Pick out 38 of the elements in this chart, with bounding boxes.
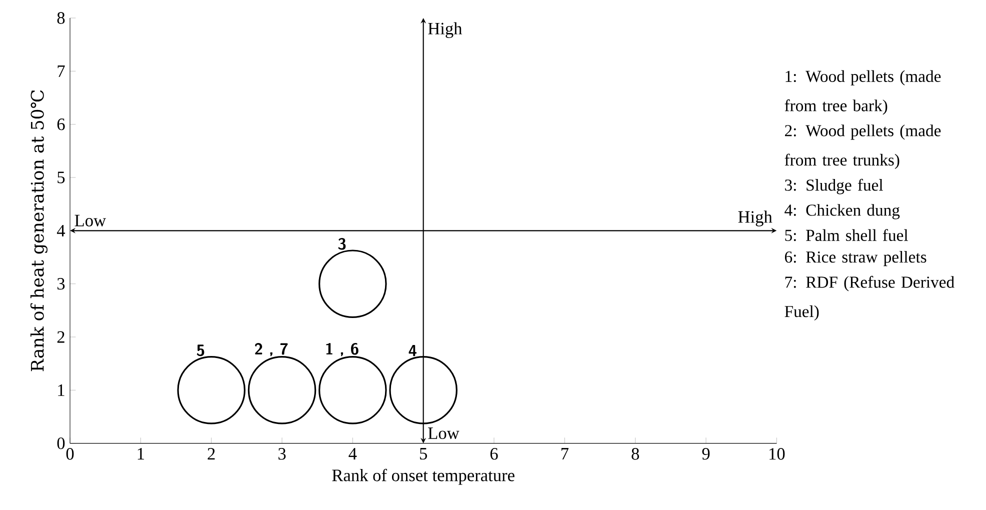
x-tick-label: 9 xyxy=(702,448,710,460)
annotation: 3 xyxy=(338,238,346,250)
x-tick-label: 6 xyxy=(490,448,498,460)
x-tick-label: 0 xyxy=(66,448,74,460)
x-tick-label: 7 xyxy=(561,448,569,460)
annotation: Low xyxy=(74,214,106,226)
y-tick-label: 3 xyxy=(57,278,65,290)
y-tick-label: 1 xyxy=(58,384,64,396)
annotation: 1 , 6 xyxy=(326,342,358,356)
x-tick-label: 1 xyxy=(138,448,144,460)
text: 1: Wood pellets (made from tree bark) xyxy=(784,70,941,115)
x-tick-label: 10 xyxy=(770,448,785,460)
x-tick-label: 4 xyxy=(348,448,357,460)
x-axis-title: Rank of onset temperature xyxy=(332,468,514,485)
annotation: 5 xyxy=(196,344,204,356)
y-tick-label: 7 xyxy=(58,65,65,77)
y-tick-label: 6 xyxy=(57,118,65,130)
text: 5: Palm shell fuel xyxy=(785,229,908,242)
y-tick-label: 4 xyxy=(56,224,66,236)
x-tick-label: 8 xyxy=(632,448,640,460)
y-tick-label: 8 xyxy=(57,12,65,24)
y-tick-label: 0 xyxy=(57,437,65,450)
y-axis-title: Rank of heat generation at 50℃ xyxy=(30,90,48,372)
annotation: 4 xyxy=(408,345,417,356)
x-tick-label: 2 xyxy=(208,448,215,460)
text: 4: Chicken dung xyxy=(784,204,900,220)
annotation: 2 , 7 xyxy=(254,342,288,356)
y-tick-label: 2 xyxy=(57,331,64,343)
annotation: High xyxy=(738,210,772,226)
x-tick-label: 3 xyxy=(278,448,286,460)
y-tick-label: 5 xyxy=(58,172,65,184)
annotation: Low xyxy=(428,428,460,440)
x-tick-label: 5 xyxy=(420,448,427,460)
text: 3: Sludge fuel xyxy=(785,178,883,194)
annotation: High xyxy=(428,22,462,38)
text: 6: Rice straw pellets xyxy=(784,250,926,266)
text: 7: RDF (Refuse Derived Fuel) xyxy=(784,276,954,321)
text: 2: Wood pellets (made from tree trunks) xyxy=(784,124,941,170)
